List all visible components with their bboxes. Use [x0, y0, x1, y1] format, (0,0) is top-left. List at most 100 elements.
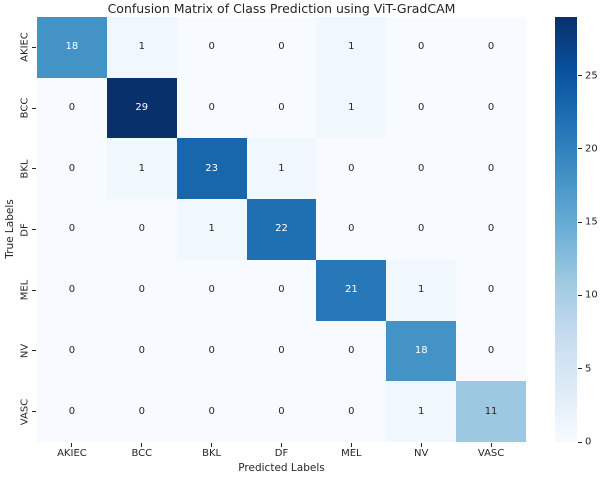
- cell-value: 0: [208, 41, 215, 53]
- matrix-cell-BCC-BKL: 0: [176, 77, 247, 139]
- y-tick-label-AKIEC: AKIEC: [19, 32, 31, 63]
- matrix-cell-NV-BKL: 0: [176, 320, 247, 382]
- matrix-cell-AKIEC-AKIEC: 18: [37, 17, 107, 78]
- y-tick-mark: [32, 46, 36, 48]
- cell-value: 0: [487, 284, 495, 296]
- cell-value: 0: [68, 102, 76, 114]
- y-tick-label-MEL: MEL: [19, 279, 31, 301]
- matrix-cell-VASC-AKIEC: 0: [37, 381, 107, 442]
- x-tick-mark: [350, 443, 352, 447]
- cell-value: 0: [138, 405, 145, 417]
- colorbar-tick-label-10: 10: [585, 289, 598, 301]
- matrix-cell-NV-NV: 18: [386, 320, 457, 382]
- colorbar-tick-mark: [578, 221, 582, 223]
- cell-value: 1: [418, 405, 425, 417]
- matrix-cell-DF-BKL: 1: [176, 199, 247, 260]
- cell-value: 0: [487, 162, 495, 174]
- y-tick-mark: [32, 350, 36, 352]
- cell-value: 0: [138, 344, 145, 356]
- matrix-cell-BKL-BCC: 1: [106, 138, 177, 200]
- cell-value: 0: [68, 405, 76, 417]
- cell-value: 1: [138, 162, 145, 174]
- matrix-cell-MEL-MEL: 21: [316, 259, 387, 321]
- matrix-cell-BCC-NV: 0: [386, 77, 457, 139]
- x-tick-label-NV: NV: [414, 448, 429, 459]
- matrix-cell-VASC-BKL: 0: [176, 381, 247, 442]
- cell-value: 0: [348, 405, 355, 417]
- cell-value: 1: [348, 41, 355, 53]
- x-tick-mark: [420, 443, 422, 447]
- matrix-cell-MEL-AKIEC: 0: [37, 259, 107, 321]
- colorbar-tick-label-20: 20: [585, 143, 598, 155]
- cell-value: 0: [68, 162, 76, 174]
- cell-value: 0: [418, 162, 425, 174]
- colorbar-tick-label-0: 0: [585, 436, 592, 448]
- matrix-cell-DF-DF: 22: [246, 199, 317, 260]
- cell-value: 0: [418, 102, 425, 114]
- y-tick-label-VASC: VASC: [19, 398, 31, 425]
- matrix-cell-VASC-NV: 1: [386, 381, 457, 442]
- cell-value: 0: [68, 284, 76, 296]
- cell-value: 0: [278, 102, 285, 114]
- y-tick-label-BKL: BKL: [19, 159, 31, 179]
- matrix-cell-VASC-VASC: 11: [456, 381, 526, 442]
- matrix-cell-NV-MEL: 0: [316, 320, 387, 382]
- cell-value: 0: [418, 41, 425, 53]
- matrix-cell-AKIEC-MEL: 1: [316, 17, 387, 78]
- cell-value: 0: [138, 284, 145, 296]
- matrix-cell-NV-BCC: 0: [106, 320, 177, 382]
- matrix-cell-AKIEC-VASC: 0: [456, 17, 526, 78]
- heatmap-grid: 18 1 0 0 1 0 0 0 29 0 0 1 0 0 0 1 23 1 0 0 0 0 0 1 22 0 0 0 0 0 0 0 21 1 0…: [37, 17, 526, 442]
- matrix-cell-MEL-BKL: 0: [176, 259, 247, 321]
- colorbar-tick-label-25: 25: [585, 70, 598, 82]
- cell-value: 0: [487, 102, 495, 114]
- colorbar-tick-mark: [578, 368, 582, 370]
- matrix-cell-BCC-MEL: 1: [316, 77, 387, 139]
- matrix-cell-MEL-VASC: 0: [456, 259, 526, 321]
- matrix-cell-AKIEC-BKL: 0: [176, 17, 247, 78]
- chart-title: Confusion Matrix of Class Prediction usi…: [107, 1, 456, 16]
- x-tick-label-MEL: MEL: [341, 448, 362, 459]
- y-tick-mark: [32, 411, 36, 413]
- matrix-cell-AKIEC-BCC: 1: [106, 17, 177, 78]
- matrix-cell-NV-DF: 0: [246, 320, 317, 382]
- cell-value: 0: [208, 102, 215, 114]
- cell-value: 0: [418, 223, 425, 235]
- matrix-cell-MEL-DF: 0: [246, 259, 317, 321]
- matrix-cell-BKL-DF: 1: [246, 138, 317, 200]
- matrix-cell-DF-AKIEC: 0: [37, 199, 107, 260]
- x-tick-mark: [281, 443, 282, 447]
- matrix-cell-MEL-NV: 1: [386, 259, 457, 321]
- matrix-cell-VASC-MEL: 0: [316, 381, 387, 442]
- colorbar-tick-mark: [578, 75, 582, 77]
- matrix-cell-DF-MEL: 0: [316, 199, 387, 260]
- cell-value: 0: [278, 41, 285, 53]
- cell-value: 22: [275, 223, 288, 235]
- cell-value: 0: [208, 405, 215, 417]
- x-tick-label-BKL: BKL: [202, 448, 222, 459]
- matrix-cell-VASC-DF: 0: [246, 381, 317, 442]
- colorbar-tick-mark: [578, 148, 582, 150]
- colorbar-tick-mark: [578, 294, 582, 296]
- cell-value: 0: [68, 223, 76, 235]
- x-tick-mark: [71, 443, 73, 447]
- colorbar-tick-label-5: 5: [585, 363, 592, 375]
- y-tick-mark: [32, 107, 36, 109]
- y-axis-label: True Labels: [4, 199, 16, 259]
- cell-value: 0: [348, 162, 355, 174]
- cell-value: 18: [414, 344, 428, 356]
- cell-value: 0: [487, 223, 495, 235]
- cell-value: 0: [208, 344, 215, 356]
- colorbar-tick-label-15: 15: [585, 216, 598, 228]
- x-tick-mark: [141, 443, 143, 447]
- colorbar-tick-mark: [578, 441, 582, 443]
- cell-value: 0: [208, 284, 215, 296]
- cell-value: 0: [68, 344, 76, 356]
- matrix-cell-BKL-BKL: 23: [176, 138, 247, 200]
- cell-value: 11: [484, 405, 498, 417]
- x-tick-label-AKIEC: AKIEC: [57, 448, 87, 459]
- cell-value: 1: [278, 162, 285, 174]
- cell-value: 0: [278, 405, 285, 417]
- x-tick-label-DF: DF: [274, 448, 289, 459]
- matrix-cell-DF-NV: 0: [386, 199, 457, 260]
